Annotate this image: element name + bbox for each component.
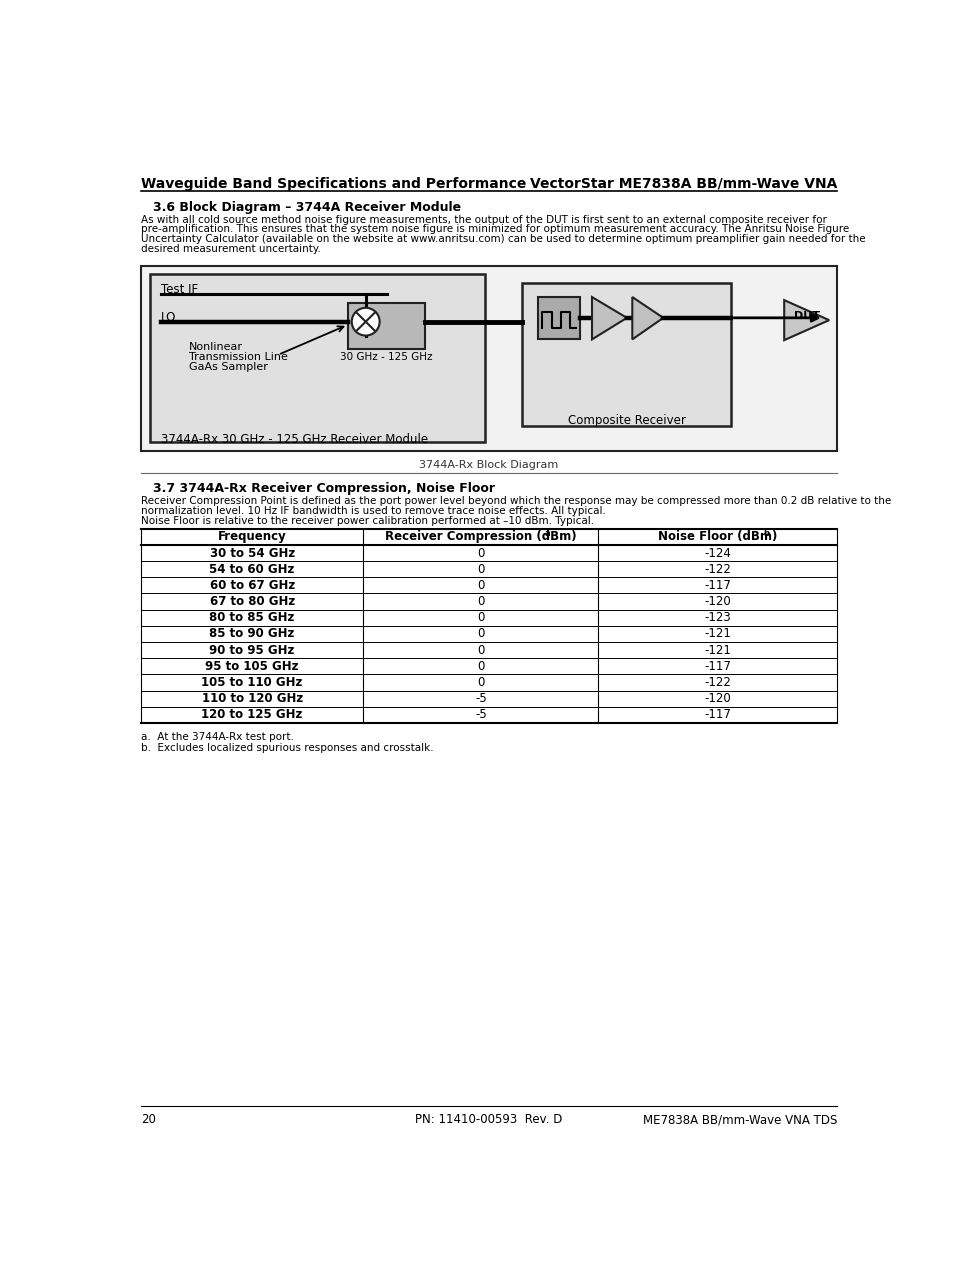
Polygon shape (783, 301, 828, 340)
Text: 0: 0 (476, 595, 484, 608)
Text: 90 to 95 GHz: 90 to 95 GHz (210, 643, 294, 656)
Text: -5: -5 (475, 692, 486, 706)
Text: Nonlinear: Nonlinear (189, 341, 243, 352)
Text: Transmission Line: Transmission Line (189, 352, 288, 362)
Bar (521, 283, 731, 425)
Polygon shape (592, 297, 626, 339)
Text: pre-amplification. This ensures that the system noise figure is minimized for op: pre-amplification. This ensures that the… (141, 225, 848, 235)
Text: PN: 11410-00593  Rev. D: PN: 11410-00593 Rev. D (415, 1113, 562, 1127)
Text: 0: 0 (476, 562, 484, 576)
Text: a.  At the 3744A-Rx test port.: a. At the 3744A-Rx test port. (141, 732, 294, 742)
Text: Frequency: Frequency (217, 530, 286, 543)
Text: 0: 0 (476, 627, 484, 641)
Text: Uncertainty Calculator (available on the website at www.anritsu.com) can be used: Uncertainty Calculator (available on the… (141, 233, 864, 244)
Text: 0: 0 (476, 660, 484, 673)
Text: 3.7 3744A-Rx Receiver Compression, Noise Floor: 3.7 3744A-Rx Receiver Compression, Noise… (153, 482, 495, 495)
Text: Noise Floor is relative to the receiver power calibration performed at –10 dBm. : Noise Floor is relative to the receiver … (141, 516, 594, 527)
Text: 110 to 120 GHz: 110 to 120 GHz (201, 692, 302, 706)
Text: b.  Excludes localized spurious responses and crosstalk.: b. Excludes localized spurious responses… (141, 742, 433, 753)
Bar (150, 274, 484, 442)
Text: -121: -121 (703, 627, 730, 641)
Text: DUT: DUT (793, 311, 819, 321)
Text: normalization level. 10 Hz IF bandwidth is used to remove trace noise effects. A: normalization level. 10 Hz IF bandwidth … (141, 506, 605, 516)
Text: 3.6 Block Diagram – 3744A Receiver Module: 3.6 Block Diagram – 3744A Receiver Modul… (153, 201, 461, 213)
Text: Test IF: Test IF (161, 283, 198, 296)
Text: LO: LO (161, 311, 176, 324)
Polygon shape (632, 297, 662, 339)
Text: Receiver Compression Point is defined as the port power level beyond which the r: Receiver Compression Point is defined as… (141, 496, 890, 506)
Text: 0: 0 (476, 547, 484, 560)
Text: -124: -124 (703, 547, 730, 560)
Text: Noise Floor (dBm): Noise Floor (dBm) (658, 530, 777, 543)
Circle shape (352, 308, 379, 335)
Text: 3744A-Rx Block Diagram: 3744A-Rx Block Diagram (419, 461, 558, 471)
Text: -120: -120 (703, 692, 730, 706)
Text: 30 to 54 GHz: 30 to 54 GHz (210, 547, 294, 560)
Text: -122: -122 (703, 676, 730, 689)
Text: 0: 0 (476, 579, 484, 591)
Text: VectorStar ME7838A BB/mm-Wave VNA: VectorStar ME7838A BB/mm-Wave VNA (529, 176, 836, 190)
Bar (537, 297, 579, 339)
Text: 80 to 85 GHz: 80 to 85 GHz (210, 612, 294, 624)
Text: ME7838A BB/mm-Wave VNA TDS: ME7838A BB/mm-Wave VNA TDS (642, 1113, 836, 1127)
Text: -5: -5 (475, 708, 486, 721)
Text: -117: -117 (703, 708, 730, 721)
Text: GaAs Sampler: GaAs Sampler (189, 362, 268, 372)
Text: 0: 0 (476, 643, 484, 656)
Text: -117: -117 (703, 579, 730, 591)
Text: 120 to 125 GHz: 120 to 125 GHz (201, 708, 302, 721)
Text: 30 GHz - 125 GHz: 30 GHz - 125 GHz (340, 352, 433, 362)
Text: 0: 0 (476, 676, 484, 689)
Text: -117: -117 (703, 660, 730, 673)
Text: 0: 0 (476, 612, 484, 624)
Text: desired measurement uncertainty.: desired measurement uncertainty. (141, 244, 320, 254)
Text: -121: -121 (703, 643, 730, 656)
Text: Waveguide Band Specifications and Performance: Waveguide Band Specifications and Perfor… (141, 176, 526, 190)
Text: -120: -120 (703, 595, 730, 608)
Text: Receiver Compression (dBm): Receiver Compression (dBm) (385, 530, 576, 543)
Text: 54 to 60 GHz: 54 to 60 GHz (210, 562, 294, 576)
Text: 95 to 105 GHz: 95 to 105 GHz (205, 660, 298, 673)
Text: 60 to 67 GHz: 60 to 67 GHz (210, 579, 294, 591)
Text: As with all cold source method noise figure measurements, the output of the DUT : As with all cold source method noise fig… (141, 214, 826, 225)
Text: 105 to 110 GHz: 105 to 110 GHz (201, 676, 302, 689)
Text: -123: -123 (703, 612, 730, 624)
Text: Composite Receiver: Composite Receiver (567, 414, 685, 428)
Text: -122: -122 (703, 562, 730, 576)
Text: 20: 20 (141, 1113, 155, 1127)
Text: 85 to 90 GHz: 85 to 90 GHz (210, 627, 294, 641)
Text: 67 to 80 GHz: 67 to 80 GHz (210, 595, 294, 608)
Bar (141, 266, 836, 450)
Text: 3744A-Rx 30 GHz - 125 GHz Receiver Module: 3744A-Rx 30 GHz - 125 GHz Receiver Modul… (161, 433, 428, 445)
Text: a: a (544, 529, 549, 538)
Bar (348, 303, 425, 349)
Text: b: b (762, 529, 768, 538)
